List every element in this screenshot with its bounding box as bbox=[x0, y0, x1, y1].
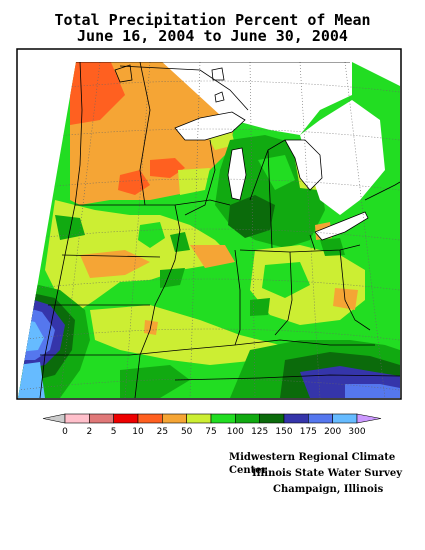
legend-swatch bbox=[283, 413, 309, 424]
credit-location: Champaign, Illinois bbox=[273, 484, 384, 495]
canada-no-data bbox=[160, 62, 352, 135]
field-25-50-illinois bbox=[190, 245, 235, 268]
field-100-125-nebraska bbox=[55, 215, 85, 240]
field-100-125-mo-north bbox=[160, 268, 185, 288]
lake-michigan bbox=[228, 148, 246, 200]
ontario-no-data bbox=[300, 100, 385, 215]
legend-swatch bbox=[186, 413, 212, 424]
legend-tick-label: 50 bbox=[181, 427, 193, 437]
field-25-50-iowa bbox=[80, 250, 150, 278]
field-75-100-indiana bbox=[262, 262, 310, 298]
legend-tick-label: 0 bbox=[62, 427, 68, 437]
field-175-200-southeast bbox=[345, 384, 400, 398]
legend-swatch bbox=[259, 413, 285, 424]
credit-isws: Illinois State Water Survey bbox=[252, 468, 403, 479]
legend-tick-label: 125 bbox=[251, 427, 268, 437]
legend-tick-label: 150 bbox=[275, 427, 292, 437]
field-50-75-south bbox=[90, 305, 280, 365]
legend-tick-label: 200 bbox=[324, 427, 341, 437]
state-boundaries bbox=[39, 62, 400, 398]
field-10-25-minnesota bbox=[118, 170, 150, 195]
legend-swatch bbox=[89, 413, 114, 424]
legend-tick-label: 25 bbox=[157, 427, 168, 437]
legend-swatch bbox=[332, 413, 358, 424]
field-25-50-missouri bbox=[144, 320, 158, 335]
legend-tick-label: 75 bbox=[205, 427, 216, 437]
field-100-125-illinois bbox=[170, 232, 190, 252]
field-25-50-ohio bbox=[333, 288, 358, 310]
legend-swatch bbox=[210, 413, 236, 424]
legend-tick-label: 175 bbox=[300, 427, 317, 437]
field-125-150-michigan bbox=[228, 195, 275, 238]
field-75-100-upper-mi bbox=[258, 155, 295, 190]
field-100-125-erie-shore bbox=[320, 238, 345, 256]
legend-swatch bbox=[308, 413, 333, 424]
field-50-75-wisc bbox=[178, 168, 210, 195]
lake-erie bbox=[315, 212, 368, 240]
field-10-25-northwest bbox=[70, 62, 125, 125]
legend-tick-label: 5 bbox=[111, 427, 117, 437]
legend-low-arrow bbox=[42, 413, 66, 424]
precipitation-field bbox=[18, 62, 400, 398]
legend-swatch bbox=[137, 413, 163, 424]
legend-swatch bbox=[64, 413, 90, 424]
map-date-range: June 16, 2004 to June 30, 2004 bbox=[77, 27, 348, 45]
legend-high-arrow bbox=[356, 413, 382, 424]
legend-tick-label: 2 bbox=[86, 427, 92, 437]
credit-mrcc: Midwestern Regional Climate Center bbox=[229, 452, 396, 476]
field-75-100-iowa bbox=[138, 222, 165, 248]
legend-swatch bbox=[235, 413, 260, 424]
lake-huron bbox=[285, 140, 322, 190]
legend-tick-label: 10 bbox=[132, 427, 144, 437]
legend-tick-label: 300 bbox=[348, 427, 365, 437]
field-10-25-wisconsin bbox=[150, 158, 185, 178]
field-100-125-indiana-south bbox=[250, 298, 270, 316]
map-title: Total Precipitation Percent of Mean bbox=[54, 11, 371, 29]
field-50-75-central bbox=[45, 200, 230, 310]
legend-swatch bbox=[162, 413, 187, 424]
legend-swatch bbox=[113, 413, 139, 424]
lake-shorelines bbox=[114, 64, 400, 241]
legend-tick-label: 100 bbox=[227, 427, 244, 437]
